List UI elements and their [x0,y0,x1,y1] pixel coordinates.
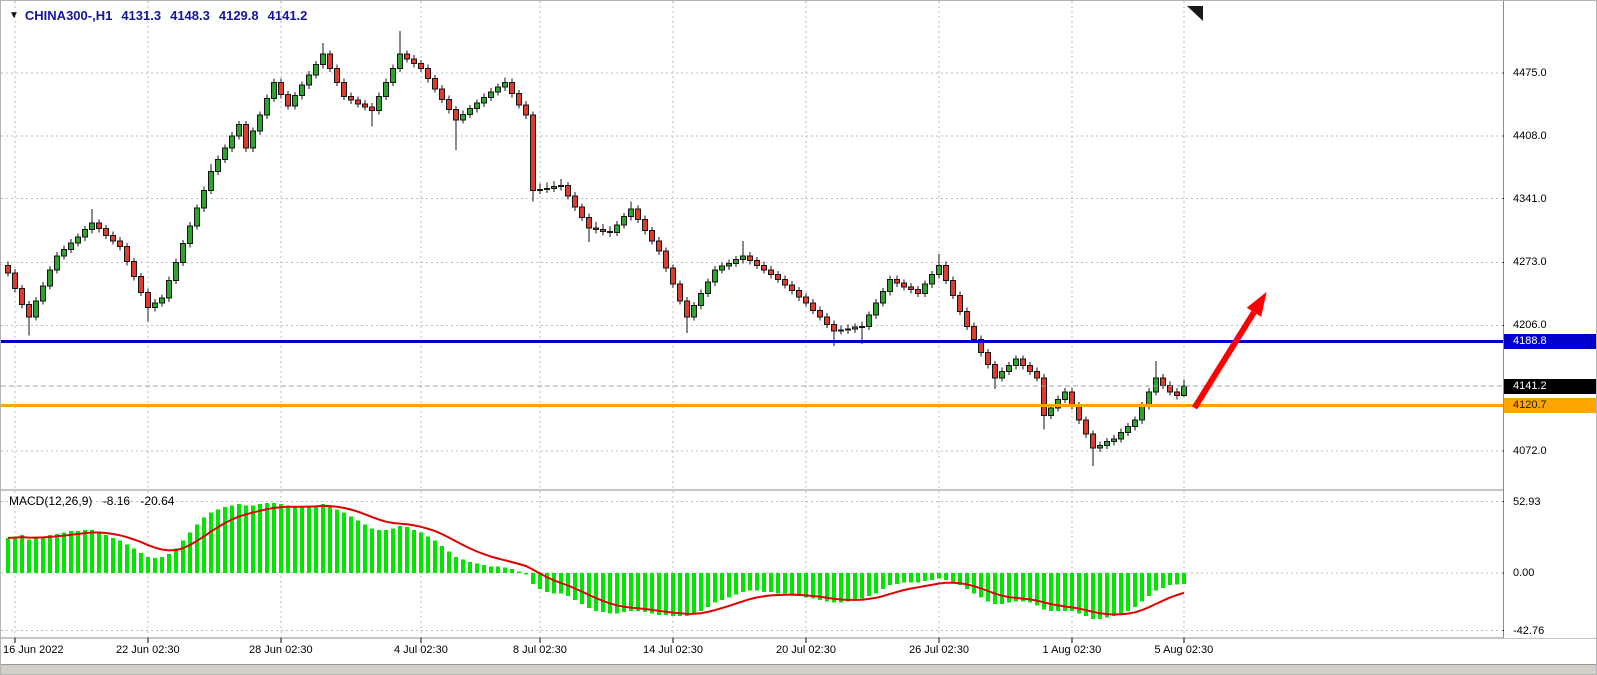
macd-axis-label: -42.76 [1513,624,1545,637]
price-axis-label: 4408.0 [1513,129,1547,142]
window-bottom-strip [1,664,1596,674]
ohlc-high-value: 4148.3 [170,7,210,23]
macd-histogram-layer [6,502,1186,619]
price-axis-label: 4206.0 [1513,319,1547,332]
time-axis-label: 28 Jun 02:30 [249,644,313,656]
time-axis-label: 26 Jul 02:30 [909,644,969,656]
macd-signal-layer [7,504,1185,616]
price-axis[interactable]: 4475.0 4408.0 4341.0 4273.0 4206.0 4072.0 52.9… [1504,1,1596,638]
price-badge-orange[interactable]: 4120.7 [1504,397,1596,413]
time-axis[interactable]: 16 Jun 2022 22 Jun 02:30 28 Jun 02:30 4 Jul… [1,639,1503,663]
candles-layer [5,30,1187,467]
price-axis-label: 4072.0 [1513,445,1547,457]
macd-signal-value: -20.64 [140,494,175,508]
macd-indicator-label: MACD(12,26,9) -8.16 -20.64 [9,494,181,508]
macd-axis-label: 0.00 [1513,567,1535,579]
symbol-period-label: CHINA300-,H1 [24,7,113,23]
chart-shift-marker-icon[interactable] [1187,6,1203,21]
time-axis-label: 14 Jul 02:30 [643,644,703,656]
ohlc-close-value: 4141.2 [267,7,308,23]
time-axis-label: 16 Jun 2022 [3,644,64,656]
ohlc-open-value: 4131.3 [121,7,162,23]
time-axis-label: 1 Aug 02:30 [1042,644,1102,656]
price-axis-label: 4341.0 [1513,192,1547,205]
macd-indicator-name: MACD(12,26,9) [9,494,93,508]
price-badge-blue[interactable]: 4188.8 [1504,333,1596,349]
macd-main-value: -8.16 [102,494,131,508]
time-axis-label: 4 Jul 02:30 [394,644,448,656]
price-badge-black: 4141.2 [1504,378,1596,394]
macd-axis-label: 52.93 [1513,495,1541,508]
time-axis-label: 20 Jul 02:30 [776,644,836,656]
time-axis-label: 22 Jun 02:30 [116,644,180,656]
time-axis-label: 8 Jul 02:30 [513,644,567,656]
separators-layer [1,1,1596,639]
price-levels-layer[interactable] [1,339,1503,407]
symbol-dropdown-icon[interactable]: ▼ [9,9,19,21]
trend-arrow[interactable] [1191,291,1267,410]
price-axis-label: 4273.0 [1513,256,1547,269]
time-axis-label: 5 Aug 02:30 [1154,644,1214,656]
chart-header: ▼ CHINA300-,H1 4131.3 4148.3 4129.8 4141… [9,7,307,23]
price-axis-label: 4475.0 [1513,67,1547,79]
ohlc-low-value: 4129.8 [218,7,259,23]
